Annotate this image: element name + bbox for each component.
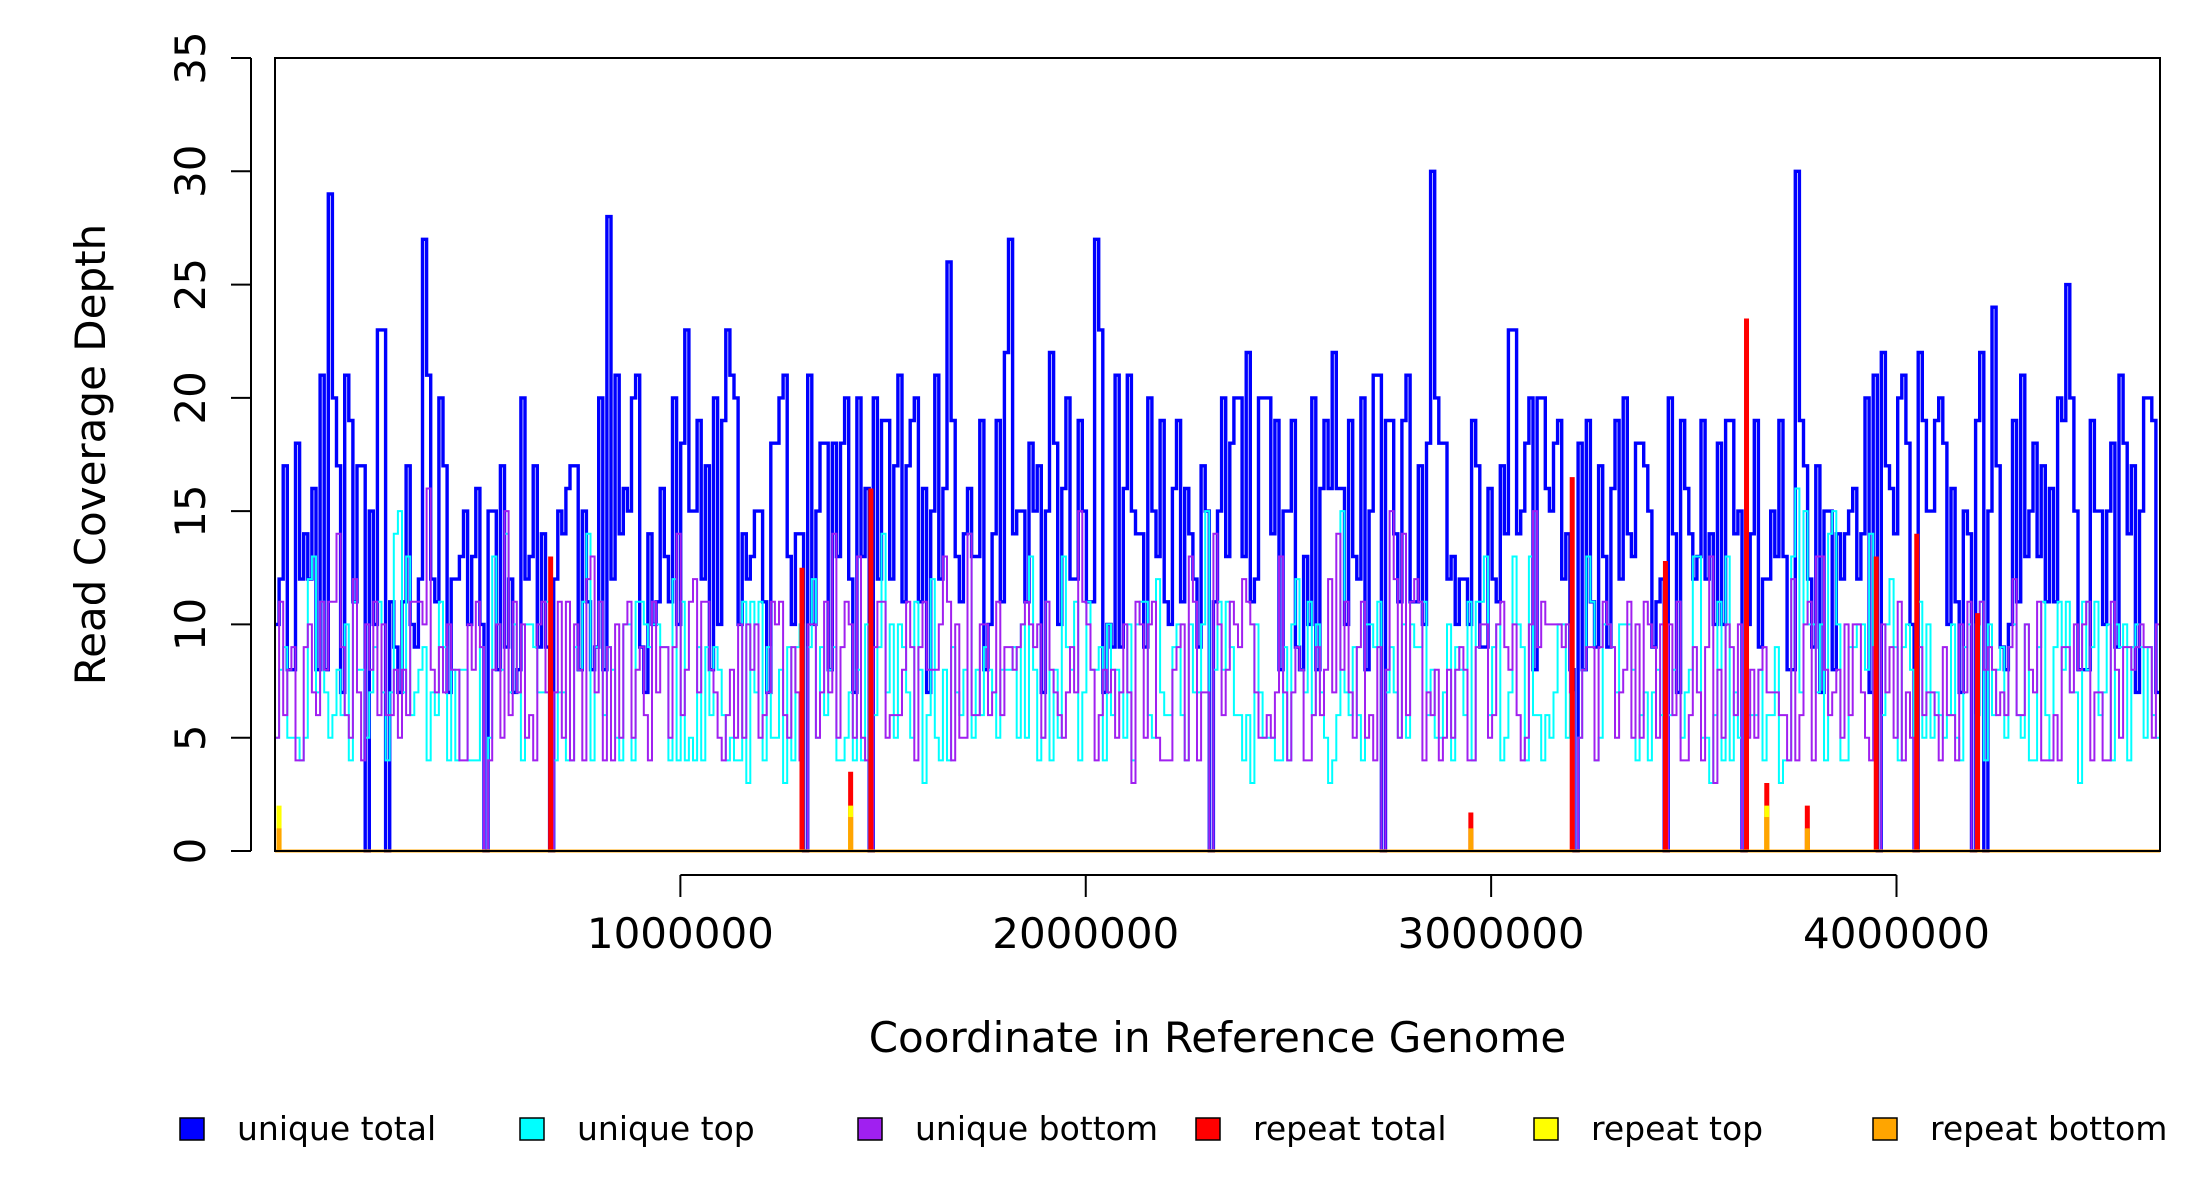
series-line-unique-bottom (275, 487, 2160, 852)
y-tick-label: 35 (166, 31, 215, 84)
legend: unique total unique top unique bottom repea… (179, 1109, 2167, 1148)
legend-label: unique top (577, 1109, 755, 1148)
legend-label: repeat total (1253, 1109, 1447, 1148)
series-line-unique-top (275, 487, 2160, 852)
x-tick-label: 1000000 (587, 909, 774, 958)
legend-label: unique bottom (915, 1109, 1158, 1148)
legend-label: repeat bottom (1930, 1109, 2167, 1148)
legend-swatch (857, 1117, 883, 1141)
y-tick-label: 20 (166, 371, 215, 424)
x-tick-label: 2000000 (992, 909, 1179, 958)
series-layer (275, 169, 2160, 853)
y-tick-label: 0 (166, 838, 215, 865)
y-tick-label: 15 (166, 484, 215, 537)
legend-swatch (1533, 1117, 1559, 1141)
x-axis: 1000000 2000000 3000000 4000000 (587, 874, 1990, 958)
y-tick-label: 10 (166, 598, 215, 651)
y-tick-label: 25 (166, 258, 215, 311)
legend-swatch (179, 1117, 205, 1141)
x-tick-label: 3000000 (1398, 909, 1585, 958)
legend-swatch (519, 1117, 545, 1141)
legend-label: unique total (237, 1109, 436, 1148)
legend-label: repeat top (1591, 1109, 1763, 1148)
y-axis: 0 5 10 15 20 25 30 35 (166, 31, 252, 865)
x-tick-label: 4000000 (1803, 909, 1990, 958)
y-axis-title: Read Coverage Depth (66, 224, 115, 685)
legend-swatch (1195, 1117, 1221, 1141)
y-tick-label: 5 (166, 724, 215, 751)
x-axis-title: Coordinate in Reference Genome (869, 1013, 1567, 1062)
legend-swatch (1872, 1117, 1898, 1141)
plot-frame (274, 57, 2161, 852)
y-tick-label: 30 (166, 145, 215, 198)
